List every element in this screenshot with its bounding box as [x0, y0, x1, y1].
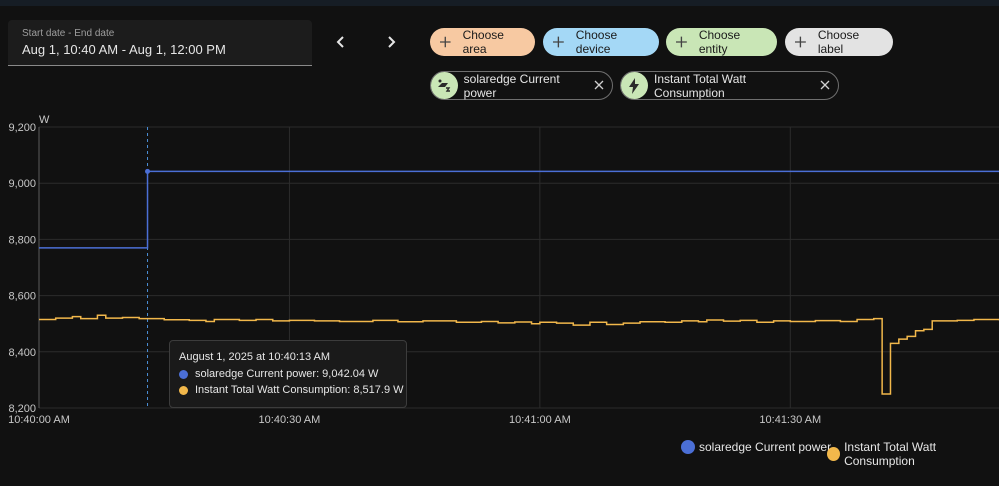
choose-area-label: Choose area [462, 28, 504, 56]
tooltip-value: Instant Total Watt Consumption: 8,517.9 … [195, 384, 404, 396]
lightning-bolt-icon [621, 72, 648, 99]
chart-tooltip: August 1, 2025 at 10:40:13 AM solaredge … [169, 340, 407, 408]
legend-item-solaredge[interactable]: solaredge Current power [681, 440, 831, 454]
choose-area-button[interactable]: Choose area [430, 28, 535, 56]
plus-icon [795, 36, 806, 48]
selected-entity-label: Instant Total Watt Consumption [653, 71, 747, 100]
selected-entity-label: solaredge Current power [463, 71, 560, 100]
previous-range-button[interactable] [329, 30, 353, 54]
selected-entity-solaredge[interactable]: solaredge Current power [430, 71, 613, 100]
tooltip-row: Instant Total Watt Consumption: 8,517.9 … [179, 384, 404, 396]
x-tick-label: 10:40:00 AM [8, 414, 70, 426]
series-color-dot [179, 385, 188, 395]
choose-entity-button[interactable]: Choose entity [666, 28, 777, 56]
x-tick-label: 10:41:00 AM [509, 414, 571, 426]
top-bar [0, 0, 999, 6]
next-range-button[interactable] [379, 30, 403, 54]
date-range-value: Aug 1, 10:40 AM - Aug 1, 12:00 PM [22, 42, 226, 57]
chevron-left-icon [336, 36, 344, 48]
series-line-solaredge [39, 170, 999, 249]
choose-device-label: Choose device [575, 28, 618, 56]
date-range-label: Start date - End date [22, 28, 115, 39]
plus-icon [676, 36, 687, 48]
legend-label: Instant Total Watt Consumption [844, 440, 937, 468]
plus-icon [553, 36, 564, 48]
y-tick-label: 8,400 [8, 347, 36, 359]
legend-label: solaredge Current power [699, 440, 832, 454]
y-tick-label: 8,800 [8, 234, 36, 246]
choose-label-label: Choose label [817, 28, 860, 56]
x-tick-label: 10:41:30 AM [759, 414, 821, 426]
date-range-picker[interactable]: Start date - End date Aug 1, 10:40 AM - … [8, 20, 312, 66]
legend-item-watt-consumption[interactable]: Instant Total Watt Consumption [827, 440, 999, 468]
solar-power-icon [431, 72, 458, 99]
y-tick-label: 9,000 [8, 178, 36, 190]
tooltip-row: solaredge Current power: 9,042.04 W [179, 368, 378, 380]
chevron-right-icon [388, 36, 396, 48]
y-tick-label: 8,600 [8, 291, 36, 303]
y-axis-unit: W [39, 114, 50, 126]
remove-icon[interactable] [594, 79, 604, 93]
legend-color-dot [827, 447, 841, 461]
legend-color-dot [681, 440, 695, 454]
tooltip-value: solaredge Current power: 9,042.04 W [195, 368, 379, 380]
hover-point [145, 168, 151, 174]
choose-device-button[interactable]: Choose device [543, 28, 659, 56]
y-tick-label: 8,200 [8, 403, 36, 415]
series-line-watt-consumption [39, 314, 999, 395]
series-color-dot [179, 369, 188, 379]
tooltip-title: August 1, 2025 at 10:40:13 AM [179, 351, 331, 363]
remove-icon[interactable] [820, 79, 830, 93]
x-tick-label: 10:40:30 AM [259, 414, 321, 426]
selected-entity-watt-consumption[interactable]: Instant Total Watt Consumption [620, 71, 839, 100]
choose-entity-label: Choose entity [698, 28, 741, 56]
y-tick-label: 9,200 [8, 122, 36, 134]
choose-label-button[interactable]: Choose label [785, 28, 893, 56]
plus-icon [440, 36, 451, 48]
